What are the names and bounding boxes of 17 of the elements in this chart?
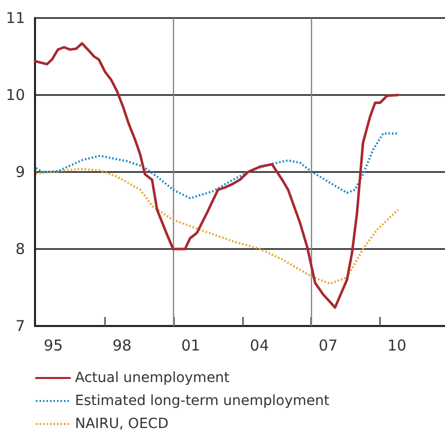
line-series xyxy=(34,42,400,309)
x-tick-label: 07 xyxy=(318,336,338,354)
y-tick-label: 8 xyxy=(15,240,25,258)
x-tick-label: 95 xyxy=(44,336,63,354)
legend-label: NAIRU, OECD xyxy=(75,416,168,432)
line-series xyxy=(34,132,400,200)
legend-label: Actual unemployment xyxy=(75,370,230,386)
line-series xyxy=(34,168,400,285)
x-tick-label: 04 xyxy=(250,336,270,354)
x-tick-label: 98 xyxy=(112,336,132,354)
legend-label: Estimated long-term unemployment xyxy=(75,393,330,409)
x-tick-label: 10 xyxy=(387,336,406,354)
y-tick-label: 11 xyxy=(6,9,25,27)
y-tick-label: 10 xyxy=(6,86,25,104)
x-tick-label: 01 xyxy=(181,336,200,354)
y-tick-label: 9 xyxy=(15,163,25,181)
y-tick-label: 7 xyxy=(15,317,25,335)
